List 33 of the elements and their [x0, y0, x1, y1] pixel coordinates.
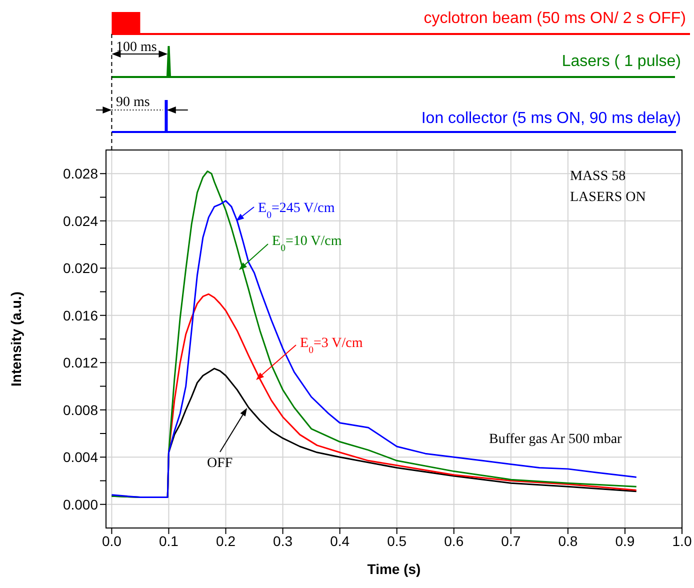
x-tick-label: 0.9: [615, 532, 635, 549]
y-tick-label: 0.020: [62, 260, 98, 276]
annotation: MASS 58: [570, 169, 626, 184]
x-tick-label: 0.5: [387, 532, 407, 549]
legend-label: E$_{0}$=245 V/cm: [258, 201, 335, 220]
annotation: Buffer gas Ar 500 mbar: [489, 432, 622, 447]
text: 90 ms: [116, 95, 150, 110]
x-tick-label: 1.0: [672, 532, 692, 549]
x-tick-label: 0.2: [216, 532, 236, 549]
x-tick-label: 0.8: [558, 532, 578, 549]
y-axis-title: Intensity (a.u.): [8, 292, 24, 386]
text: E$_{0}$=3 V/cm: [300, 336, 363, 356]
x-axis-title: Time (s): [367, 560, 421, 577]
y-tick-label: 0.012: [62, 354, 98, 371]
y-tick-label: 0.000: [62, 496, 98, 512]
annotation: LASERS ON: [570, 190, 646, 205]
x-tick-label: 0.4: [330, 532, 350, 549]
y-tick-label: 0.008: [62, 402, 98, 418]
x-tick-label: 0.0: [102, 532, 122, 549]
x-tick-label: 0.7: [501, 532, 521, 549]
text: OFF: [207, 456, 233, 471]
text: 100 ms: [116, 40, 157, 55]
x-tick-label: 0.1: [159, 532, 179, 549]
y-tick-label: 0.004: [62, 449, 98, 466]
y-tick-label: 0.016: [62, 307, 98, 324]
y-tick-label: 0.024: [62, 212, 98, 229]
x-tick-label: 0.3: [273, 532, 293, 549]
text: Ion collector (5 ms ON, 90 ms delay): [421, 110, 681, 127]
text: E$_{0}$=10 V/cm: [272, 234, 342, 254]
text: Lasers ( 1 pulse): [562, 53, 681, 70]
text: cyclotron beam (50 ms ON/ 2 s OFF): [424, 10, 686, 27]
y-tick-label: 0.028: [62, 166, 98, 182]
x-tick-label: 0.6: [444, 532, 464, 549]
